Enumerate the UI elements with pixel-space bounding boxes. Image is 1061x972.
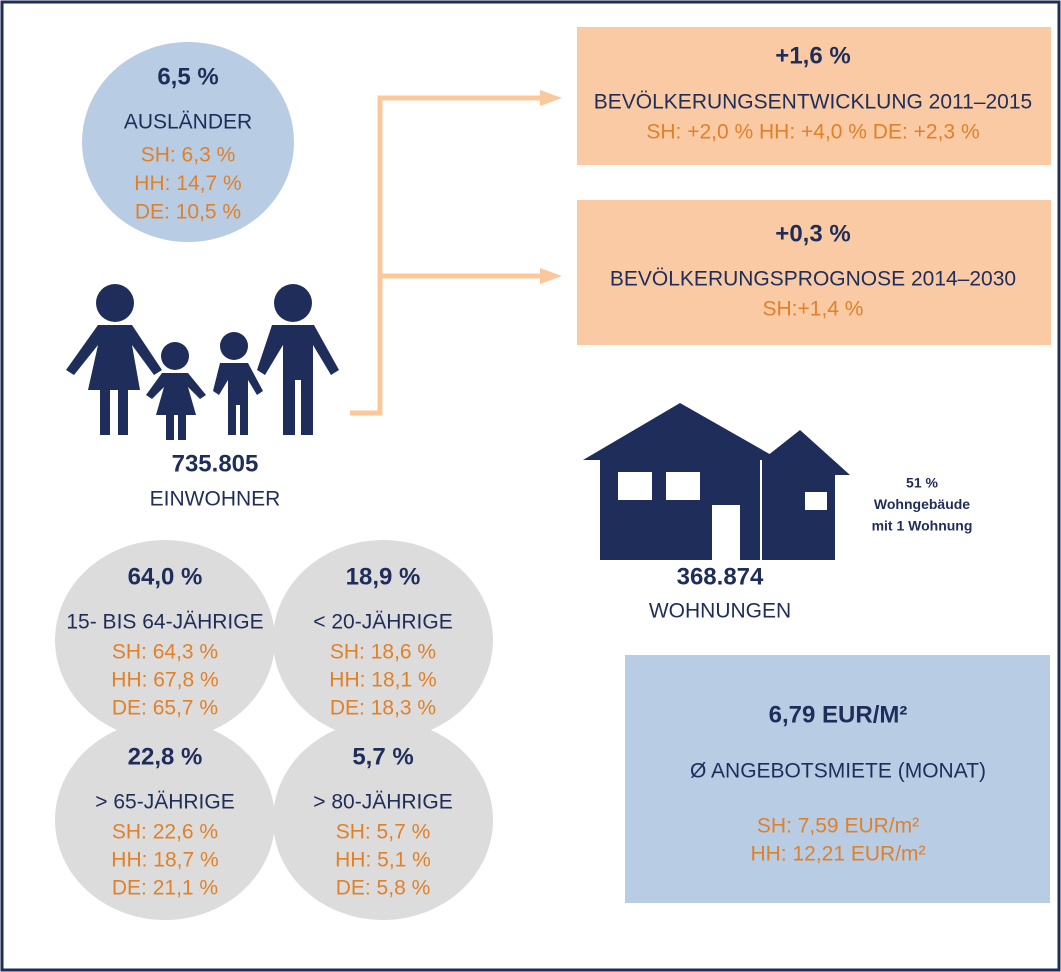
value: 368.874	[677, 563, 764, 590]
value: 6,5 %	[157, 63, 218, 90]
value: 5,7 %	[352, 743, 413, 770]
label: WOHNUNGEN	[649, 600, 791, 623]
comparison: HH: 67,8 %	[111, 669, 218, 692]
note: 51 %	[906, 475, 938, 491]
label: 15- BIS 64-JÄHRIGE	[66, 611, 263, 634]
value: 22,8 %	[128, 743, 203, 770]
label: BEVÖLKERUNGSPROGNOSE 2014–2030	[610, 268, 1016, 291]
development-box	[577, 27, 1051, 165]
age-circle	[273, 540, 493, 740]
comparison: DE: 18,3 %	[330, 697, 436, 720]
value: 6,79 EUR/M²	[769, 701, 908, 728]
comparison: SH: 22,6 %	[112, 821, 218, 844]
label: AUSLÄNDER	[124, 111, 252, 134]
note: mit 1 Wohnung	[872, 518, 973, 534]
value: +0,3 %	[775, 220, 850, 247]
comparison: SH: 6,3 %	[141, 144, 236, 167]
label: BEVÖLKERUNGSENTWICKLUNG 2011–2015	[594, 91, 1032, 114]
comparison: SH: 7,59 EUR/m²	[757, 815, 919, 838]
comparison: HH: 18,7 %	[111, 849, 218, 872]
comparison: DE: 21,1 %	[112, 877, 218, 900]
label: > 80-JÄHRIGE	[313, 791, 452, 814]
value: 18,9 %	[346, 563, 421, 590]
note: Wohngebäude	[874, 496, 970, 512]
label: Ø ANGEBOTSMIETE (MONAT)	[690, 760, 986, 783]
age-circle	[55, 540, 275, 740]
family-icon	[66, 284, 339, 440]
label: EINWOHNER	[150, 488, 281, 511]
comparison: HH: 18,1 %	[329, 669, 436, 692]
arrow-heads	[540, 90, 562, 284]
comparison: DE: 10,5 %	[135, 201, 241, 224]
connector	[350, 95, 545, 416]
comparison: HH: 12,21 EUR/m²	[750, 843, 925, 866]
comparison: HH: 14,7 %	[134, 172, 241, 195]
comparison: SH: 5,7 %	[336, 821, 431, 844]
house-icon	[583, 403, 850, 560]
comparison: SH: 18,6 %	[330, 641, 436, 664]
comparison: DE: 5,8 %	[336, 877, 431, 900]
forecast-box	[577, 200, 1051, 345]
age-circle	[273, 720, 493, 920]
rent-box	[625, 655, 1050, 903]
foreigners-circle	[82, 42, 294, 242]
value: +1,6 %	[775, 42, 850, 69]
value: 64,0 %	[128, 563, 203, 590]
comparison: SH: +2,0 % HH: +4,0 % DE: +2,3 %	[646, 121, 979, 144]
comparison: SH:+1,4 %	[763, 298, 864, 321]
age-circle	[55, 720, 275, 920]
comparison: DE: 65,7 %	[112, 697, 218, 720]
comparison: SH: 64,3 %	[112, 641, 218, 664]
label: > 65-JÄHRIGE	[95, 791, 234, 814]
value: 735.805	[172, 450, 259, 477]
label: < 20-JÄHRIGE	[313, 611, 452, 634]
comparison: HH: 5,1 %	[335, 849, 431, 872]
